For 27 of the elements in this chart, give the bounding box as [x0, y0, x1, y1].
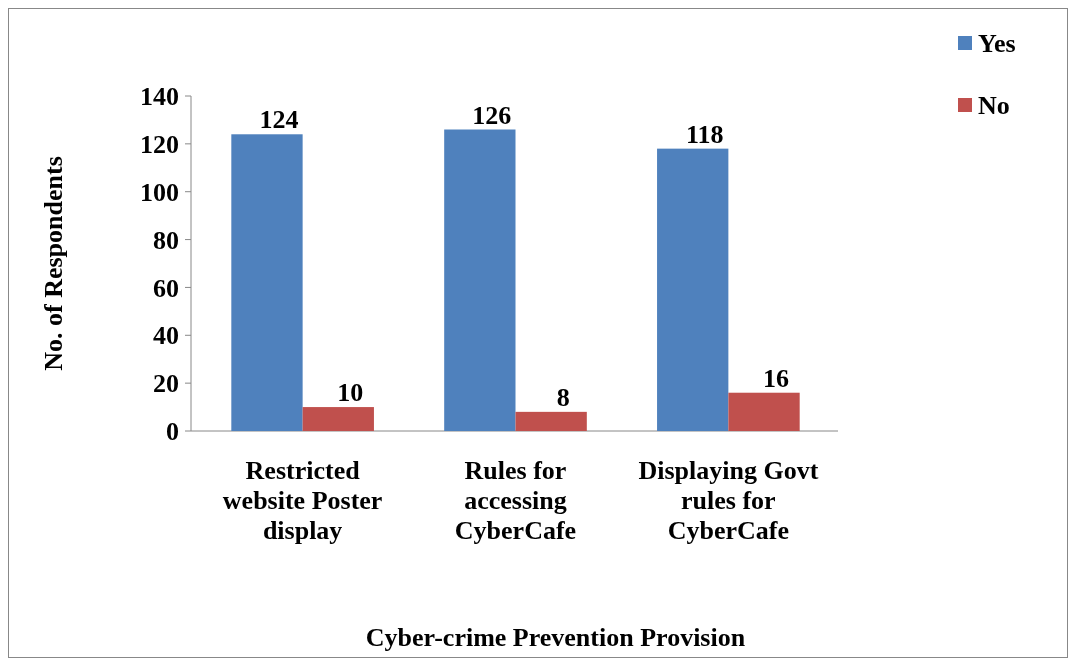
y-tick-label: 20: [153, 369, 179, 399]
bar: [728, 392, 800, 431]
legend-label: No: [978, 91, 1010, 121]
data-label: 118: [685, 119, 724, 149]
y-tick-label: 40: [153, 321, 179, 351]
bar: [444, 129, 516, 431]
bar: [657, 148, 729, 431]
data-label: 124: [259, 105, 299, 135]
legend-label: Yes: [978, 29, 1016, 59]
bar: [515, 411, 587, 431]
x-tick-label: Rules for accessing CyberCafe: [454, 456, 577, 545]
y-tick-label: 0: [166, 417, 179, 447]
data-label: 16: [763, 363, 790, 393]
data-label: 10: [337, 378, 364, 408]
y-tick-label: 140: [140, 82, 179, 112]
y-axis-title: No. of Respondents: [39, 156, 68, 371]
data-label: 8: [556, 382, 570, 412]
x-tick-label: Displaying Govt rules for CyberCafe: [638, 456, 819, 545]
y-tick-label: 60: [153, 273, 179, 303]
bar: [231, 134, 303, 431]
x-tick-label: Restricted website Poster display: [222, 456, 383, 545]
bar: [302, 407, 374, 431]
y-tick-label: 100: [140, 177, 179, 207]
y-tick-label: 80: [153, 225, 179, 255]
y-tick-label: 120: [140, 129, 179, 159]
x-axis-title: Cyber-crime Prevention Provision: [365, 623, 746, 652]
data-label: 126: [472, 100, 512, 130]
